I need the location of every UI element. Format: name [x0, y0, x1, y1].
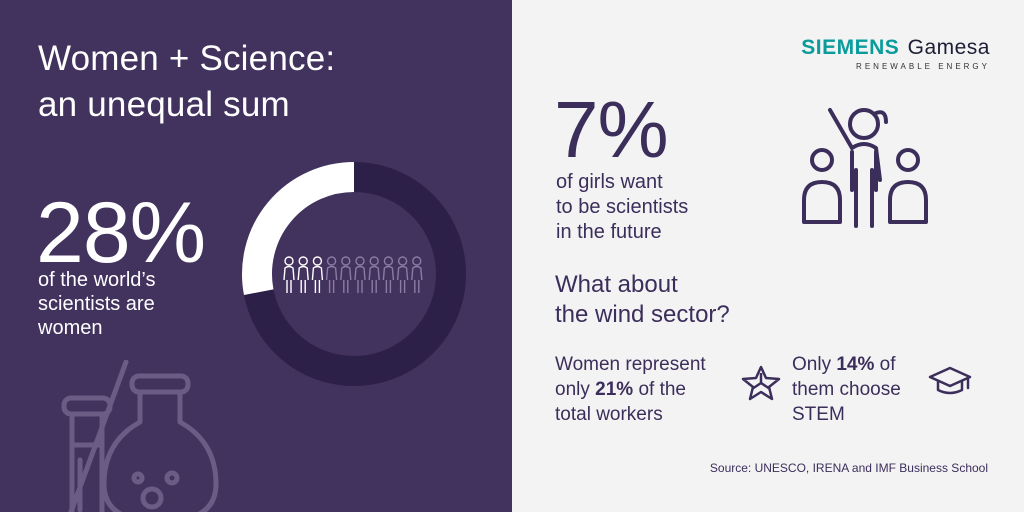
stat1-line-2: only 21% of the: [555, 377, 745, 402]
stat1-line-1: Women represent: [555, 354, 706, 375]
logo-brand-2: Gamesa: [907, 36, 990, 59]
page-title: Women + Science: an unequal sum: [38, 36, 335, 128]
caption-line-3: women: [38, 317, 103, 339]
person-icon: [368, 256, 380, 293]
stat1-line-3: total workers: [555, 404, 663, 425]
donut-women-arc: [242, 162, 355, 295]
stem-choice-stat: Only 14% of them choose STEM: [792, 352, 942, 427]
stat2-line-2: them choose: [792, 379, 901, 400]
person-icon: [382, 256, 395, 293]
scientists-percent: 28%: [36, 185, 206, 281]
teacher-students-icon: [802, 108, 928, 228]
heading-line-1: What about: [555, 271, 678, 298]
logo-tagline: RENEWABLE ENERGY: [856, 62, 990, 71]
women-workers-stat: Women represent only 21% of the total wo…: [555, 352, 745, 427]
caption-line-2: scientists are: [38, 293, 155, 315]
heading-line-2: the wind sector?: [555, 301, 730, 328]
wind-sector-heading: What about the wind sector?: [555, 270, 815, 330]
scientists-caption: of the world’s scientists are women: [38, 268, 238, 340]
girls-caption-line-1: of girls want: [556, 171, 663, 193]
person-icon: [325, 256, 338, 293]
girls-caption-line-2: to be scientists: [556, 196, 689, 218]
wind-turbine-star-icon: [741, 365, 781, 401]
girls-percent: 7%: [554, 85, 669, 174]
stat1-post: of the: [633, 379, 686, 400]
girls-caption: of girls want to be scientists in the fu…: [556, 170, 756, 245]
logo-wordmark: SIEMENS Gamesa: [801, 36, 990, 60]
stat2-line-1: Only 14% of: [792, 352, 942, 377]
stat1-pre: only: [555, 379, 596, 400]
woman-person-icon: [311, 256, 324, 293]
source-note: Source: UNESCO, IRENA and IMF Business S…: [709, 461, 988, 475]
logo-brand: SIEMENS: [801, 36, 900, 59]
caption-line-1: of the world’s: [38, 269, 156, 291]
title-line-1: Women + Science:: [38, 39, 336, 78]
title-line-2: an unequal sum: [38, 85, 290, 124]
women-people-icon: [283, 256, 423, 293]
person-icon: [354, 256, 366, 293]
right-panel: SIEMENS Gamesa RENEWABLE ENERGY 7% of gi…: [512, 0, 1024, 512]
women-share-donut: [242, 162, 466, 386]
person-icon: [411, 256, 423, 293]
person-icon: [340, 256, 352, 293]
woman-person-icon: [297, 256, 309, 293]
woman-person-icon: [283, 256, 295, 293]
stat2-post: of: [874, 354, 896, 375]
flask-icon: [61, 360, 219, 512]
stat2-pre: Only: [792, 354, 837, 375]
graduation-cap-icon: [928, 366, 972, 395]
stat2-line-3: STEM: [792, 404, 845, 425]
stat2-percent: 14%: [836, 354, 875, 375]
siemens-gamesa-logo: SIEMENS Gamesa RENEWABLE ENERGY: [801, 36, 990, 71]
person-icon: [396, 256, 409, 293]
left-panel: Women + Science: an unequal sum 28% of t…: [0, 0, 512, 512]
girls-caption-line-3: in the future: [556, 221, 662, 243]
stat1-percent: 21%: [595, 379, 634, 400]
